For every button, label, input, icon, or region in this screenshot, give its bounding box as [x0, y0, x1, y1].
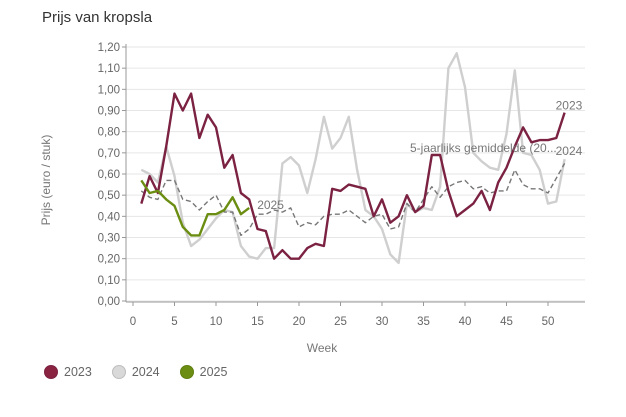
- legend-label: 2023: [64, 365, 92, 379]
- series-end-label: 5-jaarlijks gemiddelde (20...: [410, 141, 557, 155]
- y-tick-label: 0,40: [98, 211, 120, 223]
- y-tick-label: 0,80: [98, 127, 120, 139]
- series-lines: [140, 52, 566, 265]
- y-tick-label: 0,90: [98, 106, 120, 118]
- y-axis-title: Prijs (euro / stuk): [39, 135, 53, 226]
- gridlines: [126, 46, 585, 302]
- legend-swatch-2023: [44, 365, 58, 379]
- y-axis-ticks: 0,00 0,10 0,20 0,30 0,40 0,50 0,60 0,70 0,80 0,90…: [98, 42, 126, 308]
- x-tick-label: 45: [500, 316, 513, 328]
- series-end-label: 2024: [556, 144, 583, 158]
- series-line-2025[interactable]: [140, 179, 250, 237]
- series-line-2023[interactable]: [140, 92, 566, 260]
- x-tick-label: 10: [210, 316, 223, 328]
- legend-swatch-2024: [111, 365, 126, 379]
- y-tick-label: 1,20: [98, 42, 120, 54]
- series-line-5-jaarlijks[interactable]: [140, 163, 566, 237]
- legend: 2023 2024 2025: [44, 365, 227, 379]
- chart-title: Prijs van kropsla: [42, 9, 153, 26]
- series-line-2024[interactable]: [140, 52, 566, 265]
- series-end-label: 2023: [556, 99, 583, 113]
- y-tick-label: 0,70: [98, 148, 120, 160]
- y-tick-label: 1,00: [98, 84, 120, 96]
- x-tick-label: 15: [251, 316, 264, 328]
- legend-label: 2024: [131, 365, 160, 379]
- x-axis-ticks: 0 5 10 15 20 25 30 35 40 45 50: [130, 302, 555, 328]
- x-tick-label: 0: [130, 316, 136, 328]
- legend-item-2023[interactable]: 2023: [44, 365, 92, 379]
- y-tick-label: 0,10: [98, 275, 120, 287]
- y-tick-label: 0,20: [98, 254, 120, 266]
- x-axis-title: Week: [307, 341, 338, 355]
- x-tick-label: 25: [334, 316, 347, 328]
- x-tick-label: 30: [376, 316, 389, 328]
- x-tick-label: 40: [459, 316, 472, 328]
- legend-item-2025[interactable]: 2025: [179, 365, 228, 379]
- x-tick-label: 20: [293, 316, 306, 328]
- y-tick-label: 0,30: [98, 233, 120, 245]
- x-tick-label: 50: [542, 316, 555, 328]
- x-tick-label: 5: [171, 316, 177, 328]
- legend-swatch-2025: [179, 365, 194, 379]
- legend-item-2024[interactable]: 2024: [111, 365, 160, 379]
- y-tick-label: 0,50: [98, 190, 120, 202]
- y-tick-label: 1,10: [98, 63, 120, 75]
- y-tick-label: 0,00: [98, 296, 120, 308]
- x-tick-label: 35: [417, 316, 430, 328]
- legend-label: 2025: [199, 365, 228, 379]
- y-tick-label: 0,60: [98, 169, 120, 181]
- series-end-label: 2025: [257, 198, 284, 212]
